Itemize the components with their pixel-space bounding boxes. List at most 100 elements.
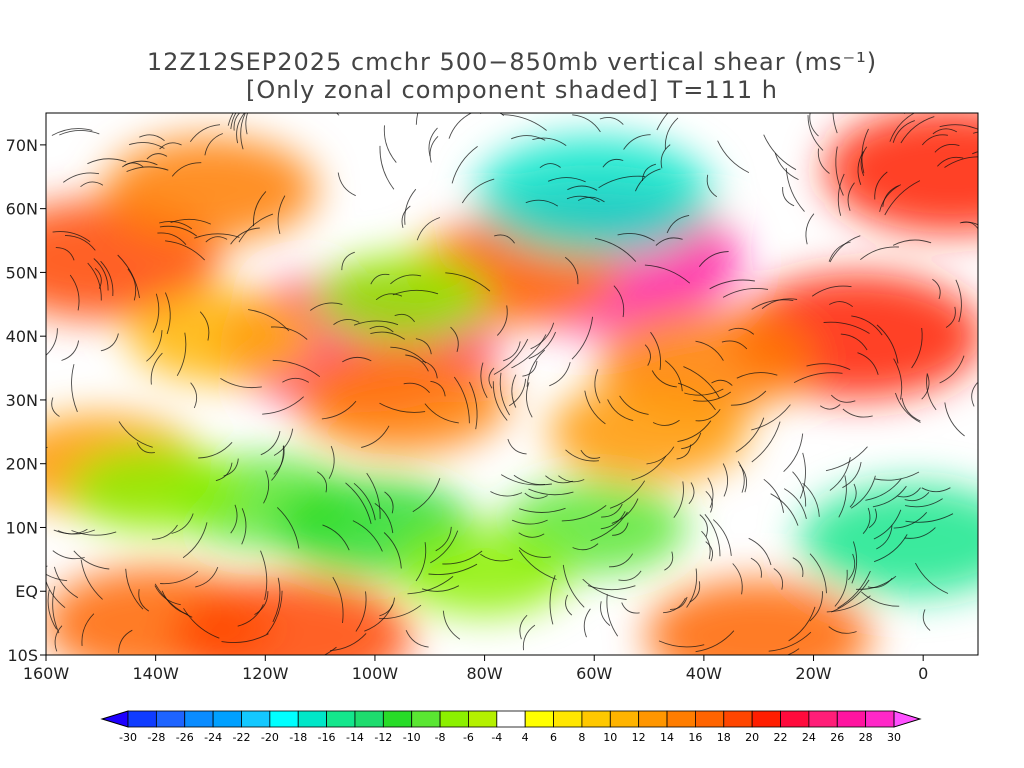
lon-tick-label: 100W <box>352 664 399 683</box>
streamline <box>528 331 557 360</box>
streamline <box>921 487 951 493</box>
streamline <box>215 462 233 482</box>
streamline <box>270 326 308 340</box>
streamline <box>666 214 690 234</box>
streamline <box>663 597 686 614</box>
streamline <box>146 330 163 362</box>
streamline <box>561 505 607 522</box>
streamline <box>416 217 441 241</box>
streamline <box>972 151 978 155</box>
streamline <box>364 604 394 632</box>
streamline <box>501 114 547 131</box>
colorbar-label: 20 <box>745 731 759 744</box>
streamline <box>507 438 527 455</box>
map-frame <box>45 112 979 656</box>
streamline <box>849 483 857 508</box>
streamline <box>430 530 459 564</box>
colorbar-label: 4 <box>522 731 529 744</box>
colorbar-label: -6 <box>463 731 474 744</box>
colorbar-label: 24 <box>802 731 816 744</box>
shear-region-9 <box>549 382 749 482</box>
streamline <box>230 504 238 534</box>
streamline <box>499 372 510 416</box>
streamline <box>835 146 844 196</box>
shear-region-19 <box>799 483 978 597</box>
streamline <box>860 246 899 261</box>
streamline <box>939 124 978 130</box>
streamline <box>159 142 182 150</box>
shear-region-21 <box>69 446 243 533</box>
streamline <box>407 576 454 595</box>
streamline <box>189 124 221 143</box>
streamline <box>260 431 281 456</box>
streamline <box>577 196 605 203</box>
colorbar-swatch <box>496 710 526 728</box>
streamline <box>681 432 702 450</box>
streamline <box>584 390 606 425</box>
streamline <box>496 305 508 336</box>
streamline <box>651 370 677 388</box>
streamline <box>664 551 674 571</box>
streamline <box>183 608 220 639</box>
streamline <box>549 362 571 387</box>
streamline <box>851 541 858 584</box>
streamline <box>549 575 556 625</box>
shear-region-15 <box>474 136 714 256</box>
streamline <box>479 113 505 116</box>
streamline <box>138 589 150 612</box>
streamline <box>893 512 928 529</box>
streamline <box>421 585 460 592</box>
streamline <box>564 256 579 285</box>
streamline <box>480 553 513 562</box>
streamline <box>884 180 921 216</box>
streamline <box>634 168 661 192</box>
streamline <box>394 313 415 323</box>
colorbar-label: -30 <box>119 731 137 744</box>
streamline <box>848 553 856 581</box>
streamline <box>842 408 873 418</box>
streamline <box>761 298 798 309</box>
streamline <box>792 471 807 507</box>
colorbar-label: -24 <box>204 731 222 744</box>
streamline <box>874 171 888 200</box>
streamline <box>565 594 573 616</box>
streamline <box>128 141 165 149</box>
streamline <box>233 113 241 131</box>
streamline <box>352 520 383 552</box>
streamline <box>530 322 555 350</box>
shear-region-7 <box>296 346 509 454</box>
shear-region-22 <box>398 528 571 616</box>
chart-subtitle: [Only zonal component shaded] T=111 h <box>246 76 778 104</box>
streamline <box>873 509 902 540</box>
streamline <box>709 279 755 290</box>
streamline <box>686 568 698 608</box>
streamline <box>522 624 536 651</box>
streamline <box>100 333 119 352</box>
colorbar-label: -14 <box>346 731 364 744</box>
streamline <box>87 158 127 165</box>
streamline <box>528 488 574 496</box>
lat-tick-label: 50N <box>6 263 38 282</box>
streamline <box>230 227 260 245</box>
colorbar-swatch <box>553 710 583 728</box>
streamline <box>717 140 750 174</box>
streamline <box>819 404 841 410</box>
streamline <box>751 421 781 463</box>
streamline <box>383 532 402 569</box>
streamline <box>182 522 208 559</box>
lat-tick-label: 60N <box>6 200 38 219</box>
lon-tick-label: 40W <box>686 664 722 683</box>
streamline <box>793 372 843 383</box>
streamline <box>526 382 533 418</box>
streamline <box>809 553 827 594</box>
streamline <box>802 482 820 517</box>
streamline <box>621 602 640 614</box>
streamline <box>683 366 720 399</box>
streamline <box>159 225 198 237</box>
streamline <box>650 331 661 370</box>
streamline <box>807 115 824 151</box>
streamline <box>57 528 88 535</box>
streamline <box>768 631 812 652</box>
colorbar-swatch <box>581 710 611 728</box>
streamline <box>565 449 599 462</box>
